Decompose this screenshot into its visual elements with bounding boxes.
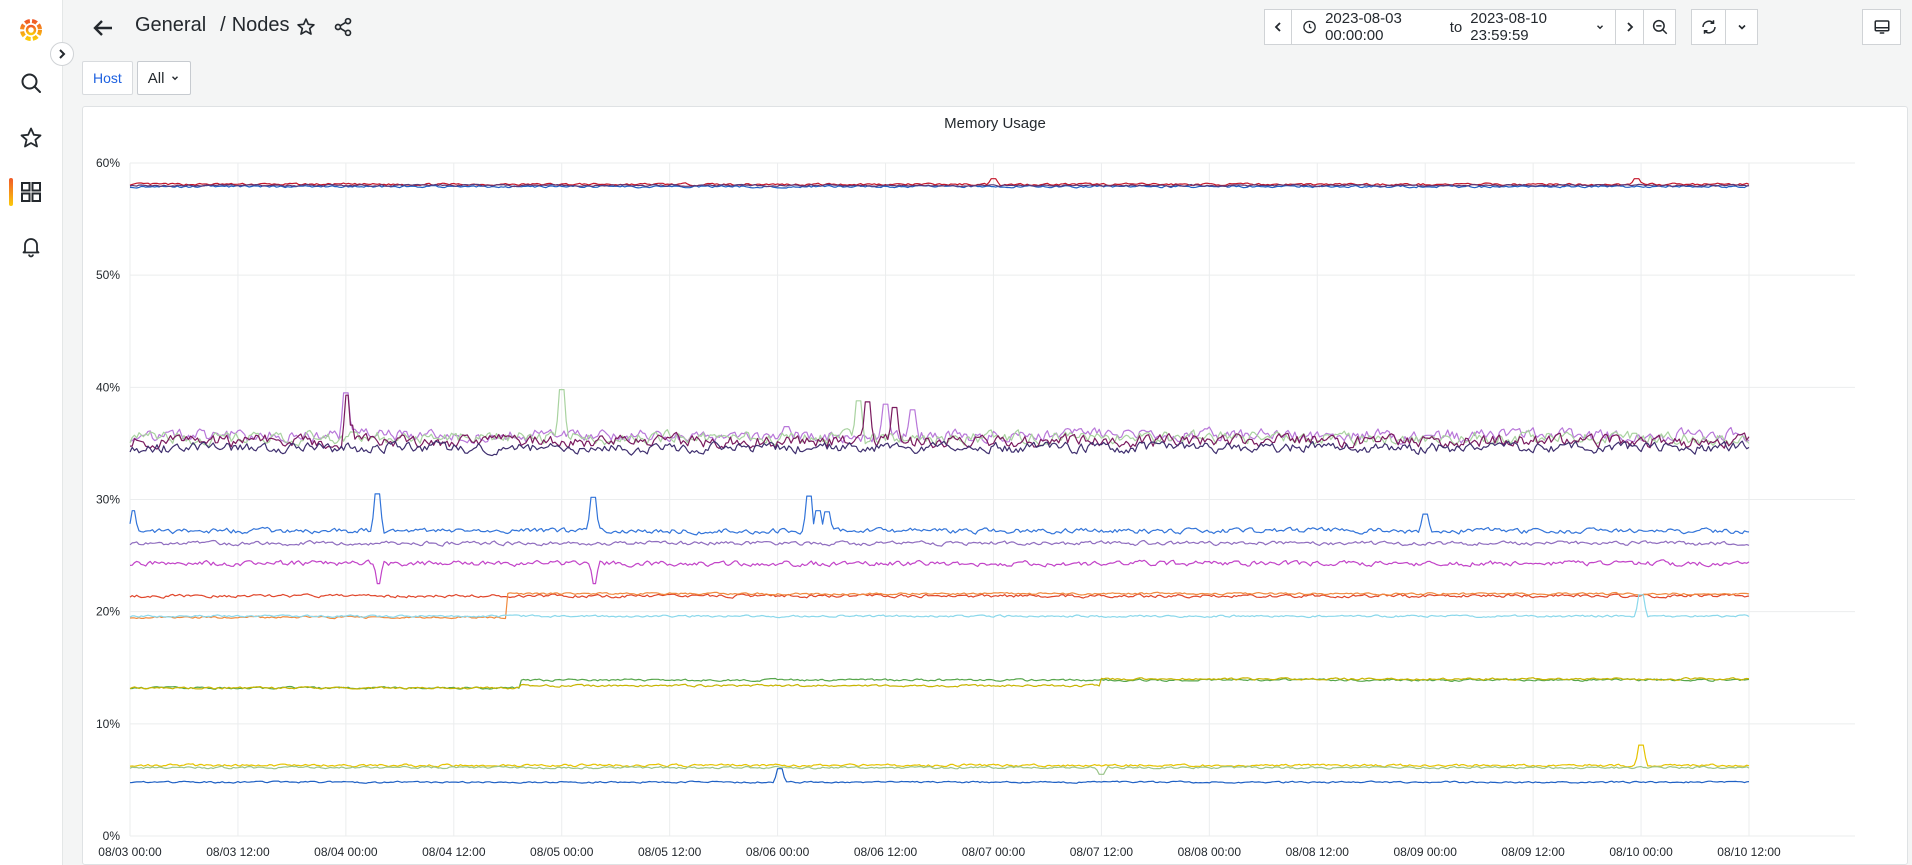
series-line-node-13 [129, 594, 1750, 619]
time-range-to: 2023-08-10 23:59:59 [1470, 10, 1547, 44]
series-line-node-18 [129, 768, 1750, 784]
template-variables: Host All [82, 61, 192, 95]
x-tick-label: 08/03 00:00 [98, 845, 162, 859]
alerting-bell-icon[interactable] [16, 231, 46, 261]
top-navbar: General / Nodes 2023-08-03 00:00:00 to 2… [63, 0, 1912, 56]
chevron-right-icon [1626, 22, 1633, 32]
x-tick-label: 08/10 00:00 [1609, 845, 1673, 859]
series-line-node-17 [129, 765, 1750, 775]
x-tick-label: 08/07 00:00 [962, 845, 1026, 859]
y-tick-label: 30% [96, 493, 120, 507]
x-tick-label: 08/04 00:00 [314, 845, 378, 859]
series-line-node-06 [130, 394, 1750, 450]
x-tick-label: 08/05 00:00 [530, 845, 594, 859]
memory-usage-panel[interactable]: Memory Usage 0% 10% 20% 30% 40% 50% 60% 08/03 0… [82, 106, 1908, 865]
series-line-node-12 [129, 591, 1750, 620]
chevron-left-icon [1274, 22, 1281, 32]
back-button[interactable] [87, 12, 119, 44]
x-tick-label: 08/05 12:00 [638, 845, 702, 859]
mark-favorite-button[interactable] [293, 14, 319, 40]
time-shift-back-button[interactable] [1264, 9, 1292, 45]
memory-usage-chart[interactable]: 0% 10% 20% 30% 40% 50% 60% 08/03 00:00 08/03 12:… [83, 107, 1908, 865]
series-line-node-16 [129, 744, 1750, 768]
y-tick-label: 60% [96, 156, 120, 170]
time-range-from: 2023-08-03 00:00:00 [1325, 10, 1402, 44]
host-variable-value: All [147, 69, 165, 87]
share-dashboard-button[interactable] [330, 14, 356, 40]
series-line-node-11 [129, 593, 1750, 599]
host-variable-select[interactable]: All [136, 61, 192, 95]
chevron-right-icon [59, 49, 66, 59]
x-tick-label: 08/09 12:00 [1501, 845, 1565, 859]
series-line-node-08 [129, 493, 1750, 536]
x-tick-label: 08/06 00:00 [746, 845, 810, 859]
y-tick-label: 20% [96, 605, 120, 619]
series-line-node-10 [129, 559, 1750, 585]
dashboards-icon[interactable] [16, 177, 46, 207]
breadcrumb-dashboard[interactable]: Nodes [231, 14, 290, 36]
tv-mode-button[interactable] [1862, 9, 1901, 45]
y-tick-label: 0% [103, 829, 121, 843]
breadcrumb: General / Nodes [135, 14, 290, 37]
series-line-node-15 [129, 676, 1750, 690]
x-tick-label: 08/09 00:00 [1393, 845, 1457, 859]
chevron-down-icon [1596, 25, 1603, 30]
x-tick-label: 08/07 12:00 [1070, 845, 1134, 859]
x-tick-label: 08/08 00:00 [1178, 845, 1242, 859]
series-line-node-07 [129, 440, 1750, 457]
sync-icon [1701, 20, 1716, 34]
breadcrumb-separator: / [220, 14, 226, 36]
host-variable-label: Host [82, 61, 133, 95]
series-line-node-04 [129, 392, 1750, 445]
time-range-to-word: to [1449, 18, 1463, 36]
breadcrumb-folder[interactable]: General [135, 14, 207, 36]
x-tick-label: 08/06 12:00 [854, 845, 918, 859]
series-line-node-03 [129, 183, 1750, 188]
monitor-icon [1874, 20, 1889, 34]
chevron-down-icon [1737, 24, 1746, 30]
grafana-logo-icon[interactable] [16, 14, 46, 44]
series-line-node-09 [129, 539, 1750, 547]
y-tick-label: 40% [96, 380, 120, 394]
share-icon [334, 17, 352, 37]
x-tick-label: 08/03 12:00 [206, 845, 270, 859]
zoom-out-icon [1652, 19, 1667, 35]
time-range-picker[interactable]: 2023-08-03 00:00:00 to 2023-08-10 23:59:… [1291, 9, 1616, 45]
expand-sidebar-button[interactable] [50, 42, 74, 66]
series-line-node-14 [129, 677, 1750, 690]
time-shift-forward-button[interactable] [1615, 9, 1644, 45]
zoom-out-button[interactable] [1643, 9, 1676, 45]
panel-title[interactable]: Memory Usage [944, 115, 1046, 132]
search-icon[interactable] [16, 68, 46, 98]
refresh-button[interactable] [1691, 9, 1726, 45]
y-tick-label: 10% [96, 717, 120, 731]
x-tick-label: 08/10 12:00 [1717, 845, 1781, 859]
active-indicator [9, 178, 13, 206]
sidebar [0, 0, 63, 865]
chevron-down-icon [172, 76, 179, 81]
refresh-interval-dropdown[interactable] [1725, 9, 1758, 45]
arrow-left-icon [93, 20, 112, 36]
x-tick-label: 08/04 12:00 [422, 845, 486, 859]
star-icon [297, 18, 315, 35]
y-tick-label: 50% [96, 268, 120, 282]
x-tick-label: 08/08 12:00 [1286, 845, 1350, 859]
clock-icon [1303, 20, 1316, 34]
starred-icon[interactable] [16, 123, 46, 153]
series-line-node-05 [129, 389, 1750, 448]
